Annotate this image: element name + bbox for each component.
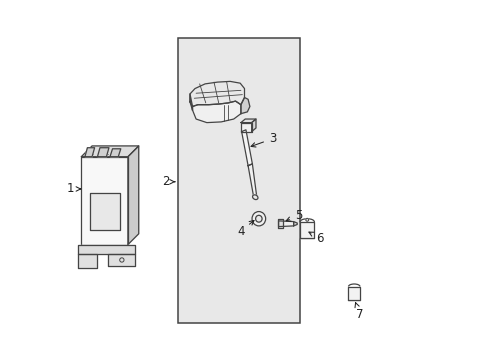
Polygon shape — [278, 221, 293, 226]
Polygon shape — [81, 146, 139, 157]
Polygon shape — [97, 148, 109, 157]
Polygon shape — [78, 253, 97, 268]
Circle shape — [305, 219, 308, 221]
Polygon shape — [190, 81, 244, 107]
Polygon shape — [190, 94, 192, 110]
Text: 7: 7 — [354, 303, 363, 321]
Polygon shape — [128, 146, 139, 244]
Text: 6: 6 — [308, 231, 323, 244]
Polygon shape — [81, 157, 128, 244]
Polygon shape — [89, 193, 120, 230]
Polygon shape — [251, 119, 255, 132]
Polygon shape — [241, 123, 251, 132]
Polygon shape — [192, 101, 241, 123]
Text: 2: 2 — [162, 175, 175, 188]
Polygon shape — [85, 148, 94, 157]
Polygon shape — [247, 164, 256, 198]
Polygon shape — [78, 244, 135, 253]
Polygon shape — [300, 222, 314, 238]
Text: 4: 4 — [237, 221, 253, 238]
Polygon shape — [110, 149, 121, 157]
Bar — [178, 39, 300, 323]
Ellipse shape — [251, 212, 265, 226]
Polygon shape — [241, 119, 255, 123]
Text: 1: 1 — [66, 183, 81, 195]
Ellipse shape — [255, 215, 262, 222]
Text: 3: 3 — [250, 132, 276, 147]
Text: 5: 5 — [285, 210, 302, 222]
Polygon shape — [293, 222, 297, 226]
Polygon shape — [241, 98, 249, 114]
Polygon shape — [277, 219, 282, 228]
Polygon shape — [348, 287, 359, 300]
Polygon shape — [241, 130, 252, 166]
Polygon shape — [108, 253, 135, 266]
Ellipse shape — [252, 195, 258, 199]
